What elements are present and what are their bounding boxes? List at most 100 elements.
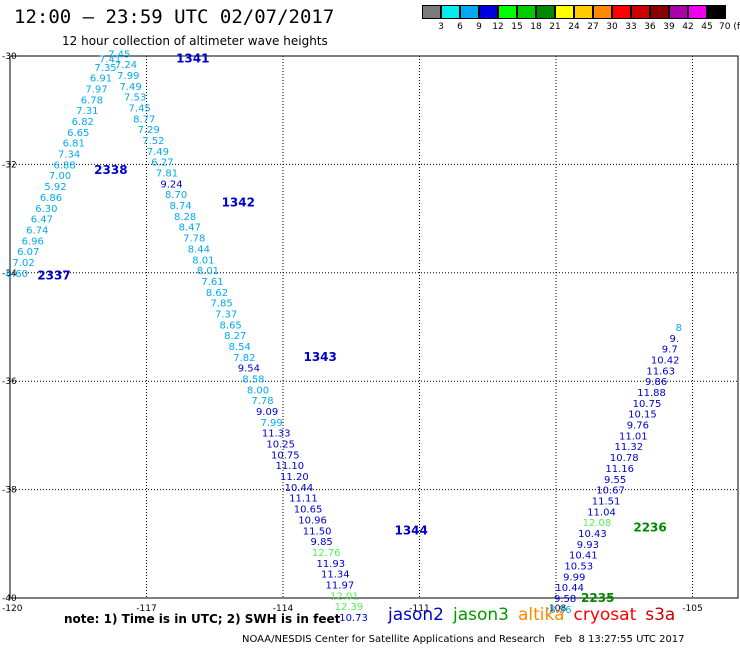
color-scale-label: 70 (ft): [719, 22, 740, 32]
data-point-label: 7.24: [115, 60, 137, 71]
legend-entry: jason3: [453, 605, 509, 625]
data-point-label: 9.99: [563, 572, 585, 583]
data-point-label: 10.67: [596, 486, 625, 497]
x-tick-label: -111: [409, 604, 429, 614]
data-point-label: 10.78: [610, 453, 639, 464]
plot-frame: [9, 55, 739, 599]
y-tick-label: -32: [2, 160, 17, 170]
data-point-label: 6.82: [72, 117, 94, 128]
data-point-label: 8.65: [220, 320, 242, 331]
color-swatch: [498, 5, 517, 19]
color-swatch: [574, 5, 593, 19]
data-point-label: 6.91: [90, 74, 112, 85]
data-point-label: 11.97: [326, 580, 355, 591]
color-swatch: [612, 5, 631, 19]
data-point-label: 9.58: [554, 594, 576, 605]
data-point-label: 8.01: [197, 266, 219, 277]
data-point-label: 11.11: [289, 494, 318, 505]
color-scale-label: 6: [457, 22, 463, 32]
color-scale-label: 30: [606, 22, 618, 32]
legend-entry: altika: [518, 605, 565, 625]
data-point-label: 11.04: [587, 507, 616, 518]
data-point-label: 11.10: [276, 461, 305, 472]
data-point-label: 7.41: [99, 55, 121, 66]
data-point-label: 6.60: [6, 269, 28, 280]
y-tick-label: -40: [2, 594, 17, 604]
footnote: note: 1) Time is in UTC; 2) SWH is in fe…: [64, 612, 341, 626]
data-point-label: 9.55: [604, 475, 626, 486]
color-swatch: [593, 5, 612, 19]
data-point-label: 7.49: [147, 147, 169, 158]
pass-number-label: 1343: [303, 350, 336, 364]
color-scale-label: 18: [530, 22, 542, 32]
color-swatch: [479, 5, 498, 19]
data-labels: 6.607.026.076.966.746.476.306.865.927.00…: [6, 49, 682, 624]
data-point-label: 9.85: [311, 537, 333, 548]
data-point-label: 10.96: [298, 515, 327, 526]
data-point-label: 8: [676, 323, 682, 334]
data-point-label: 8.56: [549, 605, 571, 616]
data-point-label: 11.50: [303, 526, 332, 537]
data-point-label: 5.92: [44, 182, 66, 193]
legend-entry: s3a: [645, 605, 676, 625]
data-point-label: 8.44: [188, 244, 210, 255]
data-point-label: 10.65: [294, 505, 323, 516]
data-point-label: 7.35: [94, 63, 116, 74]
data-point-label: 11.88: [637, 388, 666, 399]
data-point-label: 9.93: [577, 540, 599, 551]
color-swatch: [536, 5, 555, 19]
pass-number-label: 2235: [581, 591, 614, 605]
data-point-label: 10.75: [633, 399, 662, 410]
pass-number-label: 2338: [94, 163, 127, 177]
data-point-label: 6.47: [31, 215, 53, 226]
data-point-label: 11.01: [619, 431, 648, 442]
data-point-label: 6.96: [22, 236, 44, 247]
data-point-label: 11.32: [614, 442, 643, 453]
color-scale-label: 45: [701, 22, 713, 32]
data-point-label: 9.09: [256, 407, 278, 418]
color-scale-label: 39: [663, 22, 675, 32]
data-point-label: 8.27: [224, 331, 246, 342]
chart-axes: -30 -32 -34 -36 -38 -40-120 -117 -114 -111 -108 -1…: [2, 52, 739, 614]
color-swatch: [688, 5, 707, 19]
y-tick-label: -34: [2, 269, 17, 279]
data-point-label: 10.25: [266, 440, 295, 451]
data-point-label: 7.78: [251, 396, 273, 407]
data-point-label: 12.08: [583, 518, 612, 529]
data-point-label: 6.88: [53, 160, 75, 171]
data-point-label: 8.54: [229, 342, 251, 353]
data-point-label: 7.99: [260, 418, 282, 429]
chart-grid: [9, 55, 738, 599]
color-swatch: [441, 5, 460, 19]
data-point-label: 7.37: [215, 309, 237, 320]
data-point-label: 7.31: [76, 106, 98, 117]
data-point-label: 7.85: [210, 299, 232, 310]
data-point-label: 6.78: [81, 95, 103, 106]
pass-labels: 1341 2338 1342 2337 1343 1344 2236 2235: [37, 52, 666, 605]
color-swatch: [669, 5, 688, 19]
data-point-label: 7.00: [49, 171, 71, 182]
color-scale-label: 21: [549, 22, 561, 32]
data-point-label: 11.93: [316, 559, 345, 570]
data-point-label: 6.07: [17, 247, 39, 258]
data-point-label: 11.16: [605, 464, 634, 475]
pass-number-label: 1342: [222, 195, 255, 209]
color-swatch: [517, 5, 536, 19]
data-point-label: 7.29: [138, 125, 160, 136]
y-tick-label: -30: [2, 52, 17, 62]
data-point-label: 6.27: [151, 158, 173, 169]
satellite-legend: jason2 jason3 altika cryosat s3a: [388, 605, 684, 625]
data-point-label: 7.81: [156, 169, 178, 180]
data-point-label: 9.76: [627, 421, 649, 432]
data-point-label: 7.34: [58, 150, 80, 161]
data-point-label: 9.7: [662, 345, 678, 356]
pass-number-label: 1344: [394, 523, 427, 537]
data-point-label: 8.00: [247, 385, 269, 396]
color-scale-label: 24: [568, 22, 580, 32]
data-point-label: 8.77: [133, 114, 155, 125]
color-scale-label: 12: [492, 22, 504, 32]
pass-number-label: 2337: [37, 269, 70, 283]
page-title: 12:00 – 23:59 UTC 02/07/2017: [14, 6, 335, 28]
color-scale-label: 9: [476, 22, 482, 32]
